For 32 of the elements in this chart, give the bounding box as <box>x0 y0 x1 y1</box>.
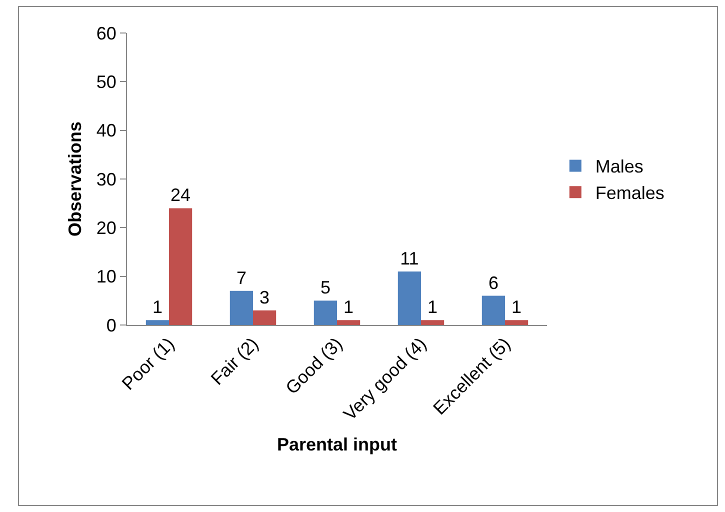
data-label: 5 <box>320 278 330 298</box>
bar <box>169 208 192 325</box>
y-tick-label: 60 <box>96 23 116 44</box>
y-tick-label: 40 <box>96 120 116 141</box>
y-axis-title: Observations <box>65 121 85 237</box>
y-tick-label: 50 <box>96 72 116 92</box>
data-label: 11 <box>400 248 419 268</box>
bar <box>314 300 337 325</box>
x-tick-label: Fair (2) <box>207 334 262 389</box>
bar <box>421 320 444 325</box>
data-label: 24 <box>170 185 191 206</box>
data-label: 1 <box>152 297 162 318</box>
data-label: 3 <box>260 287 270 308</box>
legend-label: Males <box>595 156 644 177</box>
bar <box>482 296 505 325</box>
data-label: 1 <box>428 297 438 318</box>
data-label: 1 <box>512 297 522 318</box>
data-label: 7 <box>236 268 246 288</box>
data-label: 1 <box>344 297 354 318</box>
y-tick-label: 30 <box>96 169 116 190</box>
bar <box>398 271 421 325</box>
bar <box>505 320 528 325</box>
data-label: 6 <box>488 272 498 293</box>
bar <box>337 320 360 325</box>
y-tick-label: 10 <box>96 266 116 287</box>
y-tick-label: 0 <box>106 315 116 336</box>
x-axis-title: Parental input <box>276 434 398 454</box>
bar <box>253 310 276 325</box>
y-tick-label: 20 <box>96 218 116 238</box>
bar <box>146 320 169 325</box>
legend-label: Females <box>595 183 664 204</box>
bar <box>230 290 253 325</box>
